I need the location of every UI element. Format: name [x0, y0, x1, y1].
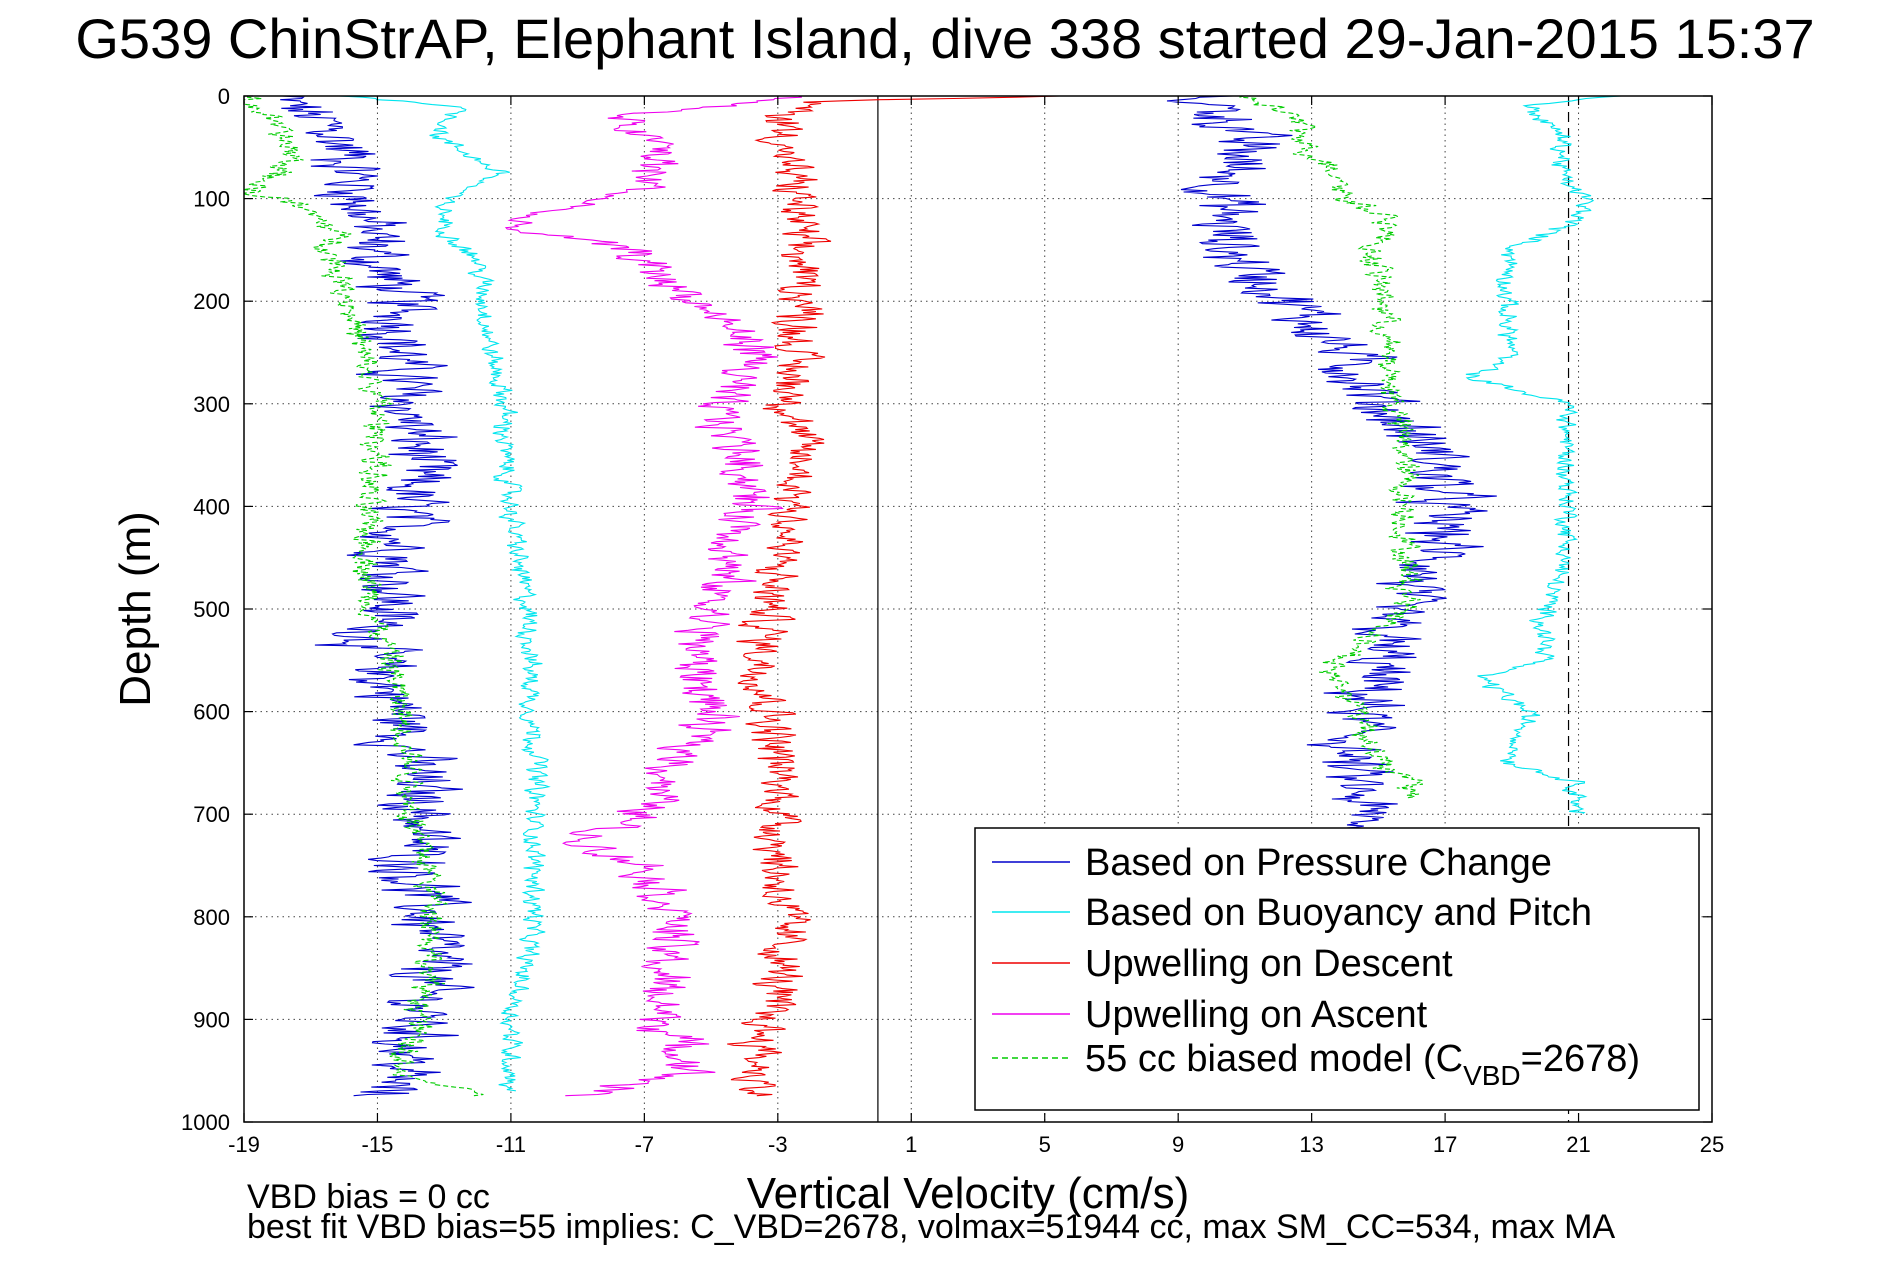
x-tick-label: 9: [1172, 1132, 1184, 1157]
series-layer: [244, 95, 1622, 1097]
y-tick-label: 100: [193, 187, 230, 212]
series-biased-model: [244, 95, 1425, 1097]
x-axis-label: Vertical Velocity (cm/s): [747, 1169, 1190, 1218]
y-tick-label: 0: [218, 84, 230, 109]
chart-title: G539 ChinStrAP, Elephant Island, dive 33…: [75, 7, 1814, 70]
legend-box: [974, 827, 1700, 1111]
series-line: [339, 95, 551, 1092]
x-tick-label: -11: [496, 1132, 526, 1157]
x-tick-label: 13: [1299, 1132, 1323, 1157]
legend: Based on Pressure Change Based on Buoyanc…: [974, 827, 1700, 1111]
legend-label: Based on Buoyancy and Pitch: [1085, 892, 1592, 934]
y-tick-label: 600: [193, 700, 230, 725]
y-tick-label: 300: [193, 392, 230, 417]
x-tick-label: -19: [228, 1132, 260, 1157]
series-pressure-change: [280, 95, 1497, 1097]
x-tick-label: -3: [768, 1132, 788, 1157]
x-tick-label: 1: [905, 1132, 917, 1157]
x-tick-label: 21: [1566, 1132, 1590, 1157]
y-tick-label: 200: [193, 289, 230, 314]
y-tick-label: 1000: [181, 1110, 230, 1135]
series-line: [504, 95, 802, 1097]
legend-label: Upwelling on Ascent: [1085, 994, 1428, 1036]
y-tick-label: 400: [193, 494, 230, 519]
y-axis-ticks: 0 100 200 300 400 500 600 700 800 900 1000: [181, 84, 1712, 1135]
series-line: [280, 95, 475, 1097]
legend-label: Based on Pressure Change: [1085, 842, 1552, 884]
footer-vbd-bias: VBD bias = 0 cc: [247, 1178, 490, 1216]
y-tick-label: 700: [193, 802, 230, 827]
x-tick-label: -15: [362, 1132, 394, 1157]
series-upwelling-ascent: [504, 95, 802, 1097]
legend-label: 55 cc biased model (CVBD=2678): [1085, 1038, 1640, 1091]
x-axis-ticks: -19 -15 -11 -7 -3 1 5 9 13 17 21 25: [228, 96, 1724, 1157]
series-buoyancy-pitch: [339, 95, 1622, 1092]
y-axis-label: Depth (m): [111, 511, 160, 707]
y-tick-label: 800: [193, 905, 230, 930]
series-line: [1465, 95, 1622, 815]
y-tick-label: 500: [193, 597, 230, 622]
series-line: [1239, 95, 1425, 799]
y-tick-label: 900: [193, 1007, 230, 1032]
x-tick-label: 25: [1700, 1132, 1724, 1157]
series-upwelling-descent: [727, 95, 1060, 1097]
series-line: [1166, 95, 1497, 830]
x-tick-label: 5: [1039, 1132, 1051, 1157]
x-tick-label: 17: [1433, 1132, 1457, 1157]
x-tick-label: -7: [635, 1132, 655, 1157]
footer-best-fit: best fit VBD bias=55 implies: C_VBD=2678…: [247, 1208, 1616, 1246]
series-line: [727, 95, 1060, 1097]
series-line: [244, 95, 484, 1097]
legend-label: Upwelling on Descent: [1085, 943, 1453, 985]
